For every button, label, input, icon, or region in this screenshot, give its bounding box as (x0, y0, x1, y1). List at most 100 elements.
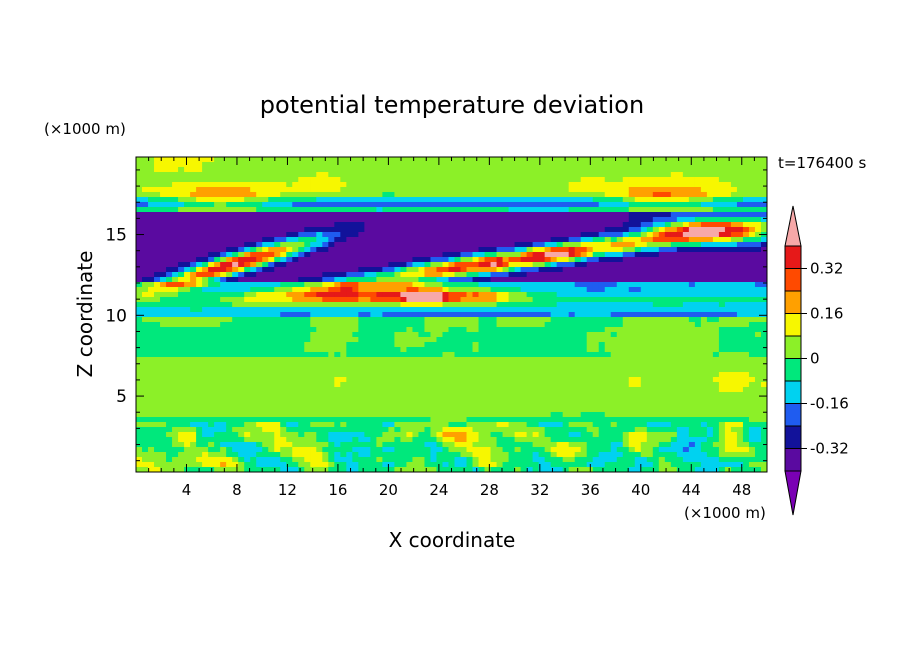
contour-cell (304, 337, 311, 343)
contour-cell (274, 237, 281, 243)
contour-cell (562, 387, 570, 393)
contour-cell (460, 312, 468, 318)
contour-cell (142, 282, 149, 288)
contour-cell (244, 372, 251, 378)
contour-cell (694, 327, 702, 333)
contour-cell (244, 377, 251, 383)
contour-cell (490, 162, 498, 168)
contour-cell (256, 272, 263, 278)
contour-cell (640, 182, 648, 188)
contour-cell (268, 182, 275, 188)
contour-cell (160, 317, 167, 323)
contour-cell (304, 317, 311, 323)
contour-cell (334, 377, 341, 383)
contour-cell (754, 167, 762, 173)
contour-cell (730, 247, 738, 253)
contour-cell (172, 252, 179, 258)
contour-cell (694, 177, 702, 183)
contour-cell (418, 282, 426, 288)
contour-cell (604, 307, 612, 313)
contour-cell (508, 312, 516, 318)
contour-cell (520, 347, 528, 353)
contour-cell (388, 337, 396, 343)
contour-cell (418, 277, 426, 283)
contour-cell (328, 317, 335, 323)
contour-cell (406, 287, 414, 293)
contour-cell (178, 162, 185, 168)
contour-cell (628, 212, 636, 218)
contour-cell (736, 387, 744, 393)
contour-cell (238, 262, 245, 268)
contour-cell (268, 357, 275, 363)
contour-cell (364, 372, 371, 378)
contour-cell (184, 287, 191, 293)
contour-cell (568, 312, 576, 318)
contour-cell (280, 172, 287, 178)
contour-cell (232, 347, 239, 353)
contour-cell (646, 247, 654, 253)
contour-cell (502, 307, 510, 313)
contour-cell (346, 237, 353, 243)
contour-cell (574, 287, 582, 293)
contour-cell (658, 352, 666, 358)
contour-cell (508, 267, 516, 273)
contour-cell (652, 312, 660, 318)
contour-cell (238, 252, 245, 258)
contour-cell (514, 327, 522, 333)
contour-cell (382, 292, 389, 298)
contour-cell (586, 332, 594, 338)
contour-cell (214, 177, 221, 183)
contour-cell (274, 187, 281, 193)
contour-cell (586, 172, 594, 178)
contour-cell (586, 347, 594, 353)
contour-cell (310, 267, 317, 273)
contour-cell (430, 282, 438, 288)
contour-cell (418, 377, 426, 383)
contour-cell (388, 187, 396, 193)
contour-cell (376, 347, 383, 353)
contour-cell (496, 257, 504, 263)
contour-cell (220, 377, 227, 383)
contour-cell (394, 347, 402, 353)
contour-cell (370, 392, 377, 398)
contour-cell (556, 367, 564, 373)
contour-cell (520, 387, 528, 393)
contour-cell (412, 382, 420, 388)
contour-cell (574, 207, 582, 213)
contour-cell (736, 172, 744, 178)
contour-cell (400, 202, 408, 208)
contour-cell (754, 332, 762, 338)
contour-cell (148, 207, 155, 213)
contour-cell (652, 227, 660, 233)
contour-cell (346, 172, 353, 178)
contour-cell (706, 247, 714, 253)
contour-cell (406, 337, 414, 343)
contour-cell (430, 302, 438, 308)
contour-cell (472, 262, 480, 268)
contour-cell (448, 197, 456, 203)
contour-cell (466, 182, 474, 188)
contour-cell (586, 167, 594, 173)
contour-cell (748, 177, 756, 183)
contour-cell (706, 267, 714, 273)
contour-cell (160, 162, 167, 168)
contour-cell (532, 332, 540, 338)
contour-cell (160, 332, 167, 338)
contour-cell (142, 157, 149, 163)
contour-cell (514, 257, 522, 263)
contour-cell (730, 257, 738, 263)
contour-cell (388, 262, 396, 268)
contour-cell (448, 227, 456, 233)
contour-cell (616, 232, 624, 238)
contour-cell (670, 362, 678, 368)
contour-cell (484, 282, 492, 288)
contour-cell (160, 387, 167, 393)
contour-cell (388, 217, 396, 223)
contour-cell (748, 382, 756, 388)
contour-cell (574, 357, 582, 363)
contour-cell (718, 387, 726, 393)
contour-cell (508, 167, 516, 173)
contour-cell (250, 297, 257, 303)
contour-cell (322, 187, 329, 193)
contour-cell (370, 227, 377, 233)
